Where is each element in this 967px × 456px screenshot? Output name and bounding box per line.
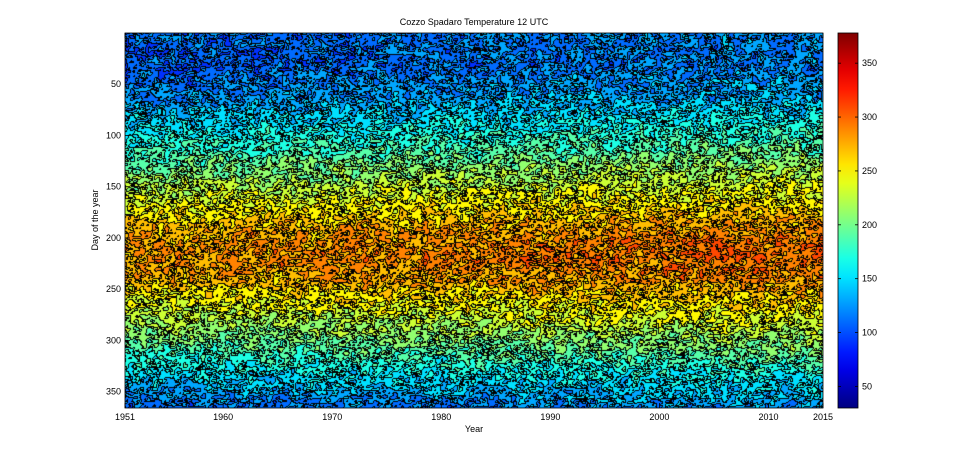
colorbar-gradient xyxy=(838,33,858,408)
plot-area xyxy=(124,32,824,409)
colorbar-tick-label: 100 xyxy=(862,328,877,338)
colorbar-tick-label: 150 xyxy=(862,274,877,284)
x-tick-label: 1990 xyxy=(540,412,560,422)
colorbar-ticks: 50 100 150 200 250 300 350 xyxy=(838,58,877,391)
x-tick-label: 2010 xyxy=(758,412,778,422)
colorbar-tick-label: 300 xyxy=(862,112,877,122)
y-tick-label: 350 xyxy=(106,387,121,397)
colorbar: 50 100 150 200 250 300 350 xyxy=(837,32,877,409)
plot-frame xyxy=(124,32,824,409)
x-tick-label: 2000 xyxy=(649,412,669,422)
colorbar-tick-label: 200 xyxy=(862,220,877,230)
y-axis-label: Day of the year xyxy=(90,189,100,250)
y-tick-label: 250 xyxy=(106,284,121,294)
x-axis: 1951 1960 1970 1980 1990 2000 2010 2015 xyxy=(115,33,833,422)
colorbar-tick-label: 50 xyxy=(862,381,872,391)
x-tick-label: 1970 xyxy=(322,412,342,422)
x-axis-label: Year xyxy=(465,424,483,434)
x-tick-label: 1960 xyxy=(213,412,233,422)
y-axis: 50 100 150 200 250 300 350 xyxy=(106,79,823,397)
colorbar-frame xyxy=(837,32,859,409)
heatmap-image xyxy=(125,33,823,408)
x-tick-label: 1951 xyxy=(115,412,135,422)
y-tick-label: 150 xyxy=(106,182,121,192)
y-tick-label: 200 xyxy=(106,233,121,243)
x-tick-label: 1980 xyxy=(431,412,451,422)
colorbar-tick-label: 250 xyxy=(862,166,877,176)
chart-title: Cozzo Spadaro Temperature 12 UTC xyxy=(400,17,549,27)
x-tick-label: 2015 xyxy=(813,412,833,422)
y-tick-label: 100 xyxy=(106,130,121,140)
y-tick-label: 300 xyxy=(106,335,121,345)
y-tick-label: 50 xyxy=(111,79,121,89)
colorbar-tick-label: 350 xyxy=(862,58,877,68)
